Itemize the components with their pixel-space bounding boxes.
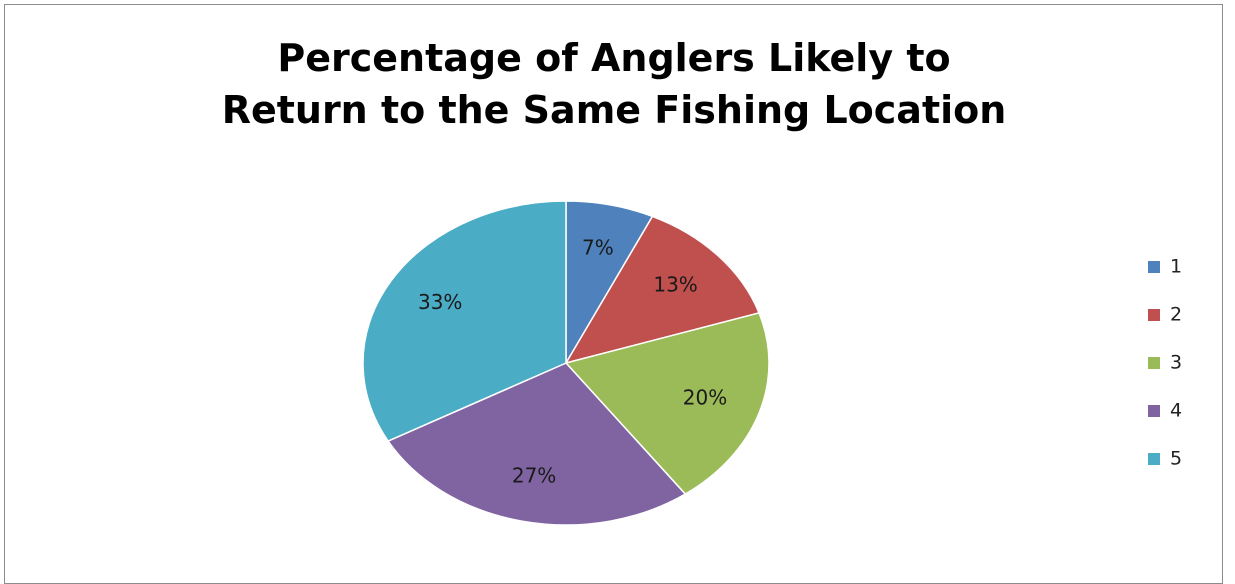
legend-swatch-5 xyxy=(1148,453,1160,465)
chart-title-line-1: Percentage of Anglers Likely to xyxy=(277,36,951,80)
legend-swatch-1 xyxy=(1148,261,1160,273)
data-label-4: 27% xyxy=(512,463,556,487)
chart-title: Percentage of Anglers Likely to Return t… xyxy=(0,32,1228,136)
pie-slice-2 xyxy=(564,215,761,365)
chart-title-line-2: Return to the Same Fishing Location xyxy=(221,88,1007,132)
legend-label-5: 5 xyxy=(1170,448,1182,470)
legend-swatch-3 xyxy=(1148,357,1160,369)
pie-slice-4 xyxy=(386,362,687,526)
legend-label-2: 2 xyxy=(1170,304,1182,326)
data-label-2: 13% xyxy=(653,272,697,296)
pie-slice-3 xyxy=(564,312,770,496)
legend-label-1: 1 xyxy=(1170,256,1182,278)
legend-swatch-2 xyxy=(1148,309,1160,321)
legend: 1 2 3 4 5 xyxy=(1148,256,1182,470)
data-label-1: 7% xyxy=(582,236,614,260)
data-label-3: 20% xyxy=(683,386,727,410)
legend-swatch-4 xyxy=(1148,405,1160,417)
data-label-5: 33% xyxy=(418,290,462,314)
pie-data-labels: 7% 13% 20% 27% 33% xyxy=(418,236,727,488)
legend-label-3: 3 xyxy=(1170,352,1182,374)
pie-slices xyxy=(362,200,770,526)
legend-label-4: 4 xyxy=(1170,400,1182,422)
pie-slice-5 xyxy=(362,200,567,442)
